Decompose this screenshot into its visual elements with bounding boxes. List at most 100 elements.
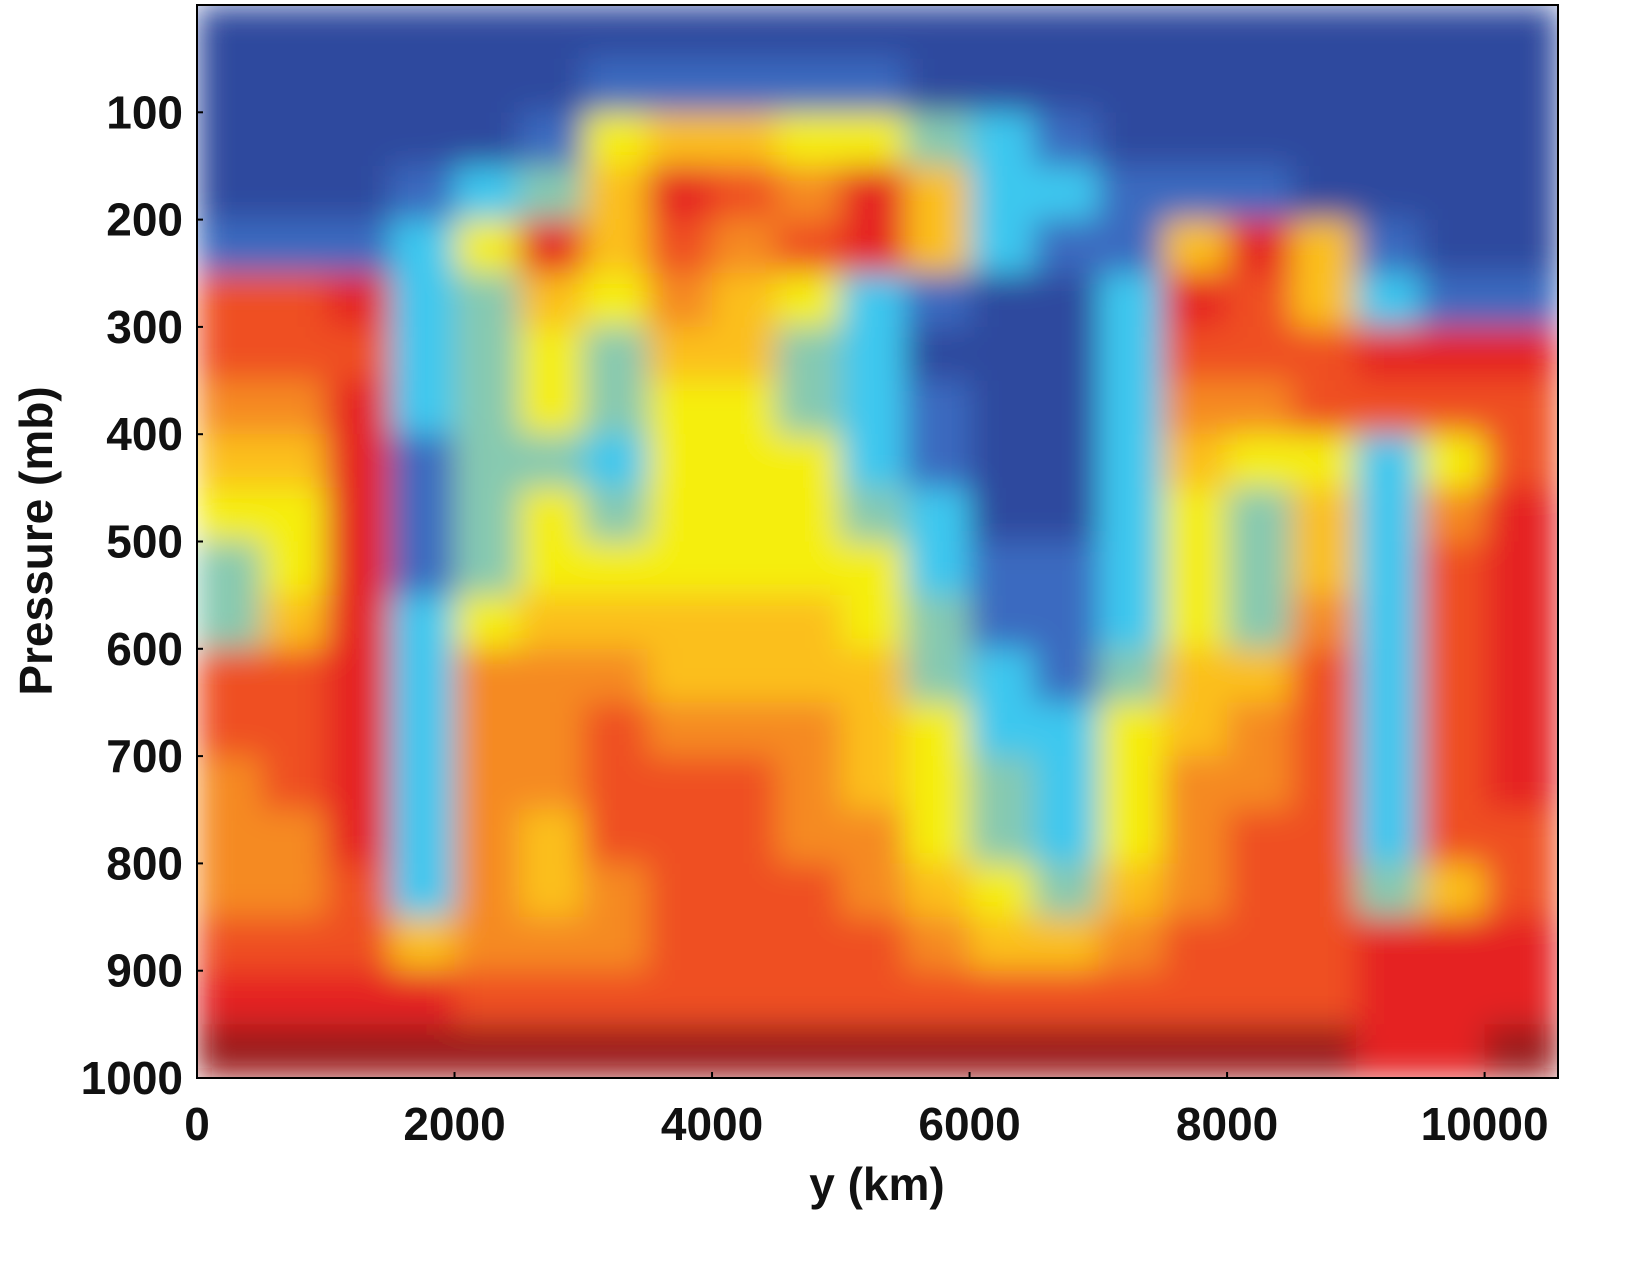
heatmap-cell — [1420, 112, 1486, 167]
heatmap-cell — [261, 648, 327, 703]
heatmap-cell — [1098, 326, 1164, 382]
heatmap-cell — [969, 5, 1035, 60]
heatmap-cell — [712, 58, 777, 113]
heatmap-cell — [1033, 380, 1099, 435]
x-tick-label: 8000 — [1176, 1098, 1278, 1150]
heatmap-cell — [454, 970, 520, 1025]
heatmap-cell — [197, 917, 262, 972]
heatmap-cell — [518, 809, 584, 864]
heatmap-cell — [261, 1024, 327, 1078]
heatmap-cell — [454, 165, 520, 221]
heatmap-cell — [1484, 5, 1558, 60]
heatmap-cell — [1420, 917, 1486, 972]
heatmap-cell — [969, 756, 1035, 811]
heatmap-cell — [1162, 756, 1228, 811]
heatmap-cell — [712, 702, 777, 757]
heatmap-cell — [969, 487, 1035, 542]
heatmap-cell — [197, 58, 262, 113]
heatmap-cell — [776, 487, 842, 542]
heatmap-cell — [905, 648, 971, 703]
heatmap-cell — [840, 917, 906, 972]
heatmap-cell — [1355, 970, 1421, 1025]
heatmap-cell — [1355, 380, 1421, 435]
heatmap-cell — [325, 1024, 391, 1078]
heatmap-cell — [712, 648, 777, 703]
heatmap-cell — [1227, 648, 1292, 703]
heatmap-cell — [1098, 273, 1164, 328]
heatmap-cell — [840, 1024, 906, 1078]
heatmap-cell — [776, 380, 842, 435]
heatmap-cell — [1162, 5, 1228, 60]
heatmap-cell — [1033, 487, 1099, 542]
heatmap-cell — [1033, 219, 1099, 274]
heatmap-cell — [1291, 863, 1357, 918]
heatmap-cell — [454, 541, 520, 596]
heatmap-cell — [1162, 273, 1228, 328]
x-axis-label: y (km) — [809, 1158, 944, 1210]
heatmap-cell — [1484, 487, 1558, 542]
heatmap-cell — [1484, 1024, 1558, 1078]
heatmap-cell — [390, 756, 456, 811]
heatmap-cell — [518, 58, 584, 113]
heatmap-cell — [583, 326, 649, 382]
heatmap-cell — [776, 273, 842, 328]
heatmap-cell — [583, 434, 649, 489]
heatmap-cell — [1162, 487, 1228, 542]
heatmap-cell — [647, 702, 713, 757]
heatmap-cell — [1227, 273, 1292, 328]
y-tick-label: 800 — [106, 837, 183, 889]
heatmap-cell — [1291, 917, 1357, 972]
heatmap-cell — [1484, 970, 1558, 1025]
heatmap-cell — [1098, 809, 1164, 864]
heatmap-cell — [776, 809, 842, 864]
heatmap-cell — [1291, 1024, 1357, 1078]
heatmap-cell — [1355, 112, 1421, 167]
heatmap-cell — [905, 165, 971, 221]
heatmap-cell — [325, 863, 391, 918]
heatmap-cell — [1162, 809, 1228, 864]
heatmap-cell — [647, 58, 713, 113]
heatmap-cell — [583, 648, 649, 703]
heatmap-cell — [518, 702, 584, 757]
heatmap-cell — [197, 273, 262, 328]
heatmap-cell — [840, 380, 906, 435]
heatmap-cell — [1420, 756, 1486, 811]
x-tick-label: 0 — [184, 1098, 210, 1150]
heatmap-cell — [647, 970, 713, 1025]
x-tick-label: 4000 — [661, 1098, 763, 1150]
heatmap-cell — [1291, 380, 1357, 435]
heatmap-cell — [776, 648, 842, 703]
heatmap-cell — [1227, 1024, 1292, 1078]
heatmap-cell — [1291, 112, 1357, 167]
heatmap-cell — [390, 58, 456, 113]
heatmap-cell — [1484, 917, 1558, 972]
heatmap-cell — [325, 595, 391, 650]
heatmap-cell — [1291, 58, 1357, 113]
heatmap-cell — [325, 648, 391, 703]
heatmap-cell — [1098, 863, 1164, 918]
heatmap-cell — [905, 326, 971, 382]
heatmap-cell — [712, 863, 777, 918]
heatmap-cell — [905, 219, 971, 274]
heatmap-cell — [647, 756, 713, 811]
heatmap-cell — [1291, 487, 1357, 542]
heatmap-cell — [1420, 595, 1486, 650]
heatmap-cell — [1033, 5, 1099, 60]
heatmap-cell — [261, 112, 327, 167]
heatmap-cell — [583, 917, 649, 972]
heatmap-cell — [1227, 165, 1292, 221]
heatmap-cell — [325, 273, 391, 328]
heatmap-cell — [905, 487, 971, 542]
y-tick-label: 500 — [106, 516, 183, 568]
heatmap-cell — [1420, 219, 1486, 274]
heatmap-cell — [1291, 702, 1357, 757]
heatmap-cell — [325, 58, 391, 113]
heatmap-cell — [969, 165, 1035, 221]
heatmap-cell — [1033, 58, 1099, 113]
heatmap-cell — [454, 917, 520, 972]
heatmap-cell — [454, 809, 520, 864]
heatmap-cell — [905, 863, 971, 918]
heatmap-cell — [1033, 434, 1099, 489]
heatmap-cell — [261, 273, 327, 328]
